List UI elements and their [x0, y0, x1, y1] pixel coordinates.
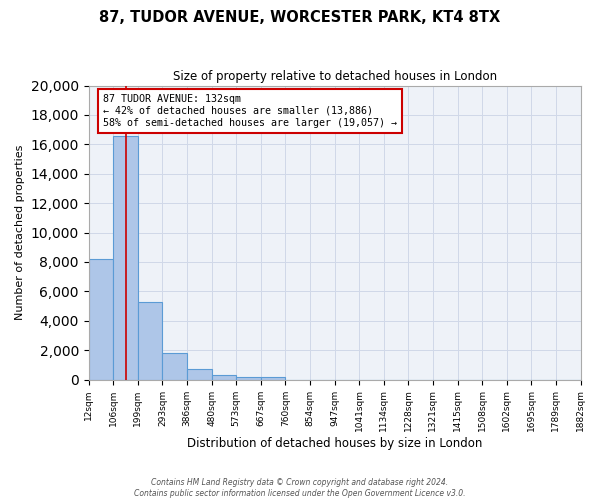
Y-axis label: Number of detached properties: Number of detached properties: [15, 145, 25, 320]
Title: Size of property relative to detached houses in London: Size of property relative to detached ho…: [173, 70, 497, 83]
Bar: [138, 302, 163, 380]
Bar: [89, 259, 113, 380]
Text: 87, TUDOR AVENUE, WORCESTER PARK, KT4 8TX: 87, TUDOR AVENUE, WORCESTER PARK, KT4 8T…: [100, 10, 500, 25]
Bar: [212, 375, 236, 380]
Bar: [163, 353, 187, 380]
Text: Contains HM Land Registry data © Crown copyright and database right 2024.
Contai: Contains HM Land Registry data © Crown c…: [134, 478, 466, 498]
Bar: [187, 368, 212, 380]
Text: 87 TUDOR AVENUE: 132sqm
← 42% of detached houses are smaller (13,886)
58% of sem: 87 TUDOR AVENUE: 132sqm ← 42% of detache…: [103, 94, 397, 128]
X-axis label: Distribution of detached houses by size in London: Distribution of detached houses by size …: [187, 437, 482, 450]
Bar: [261, 378, 286, 380]
Bar: [113, 136, 138, 380]
Bar: [236, 376, 261, 380]
